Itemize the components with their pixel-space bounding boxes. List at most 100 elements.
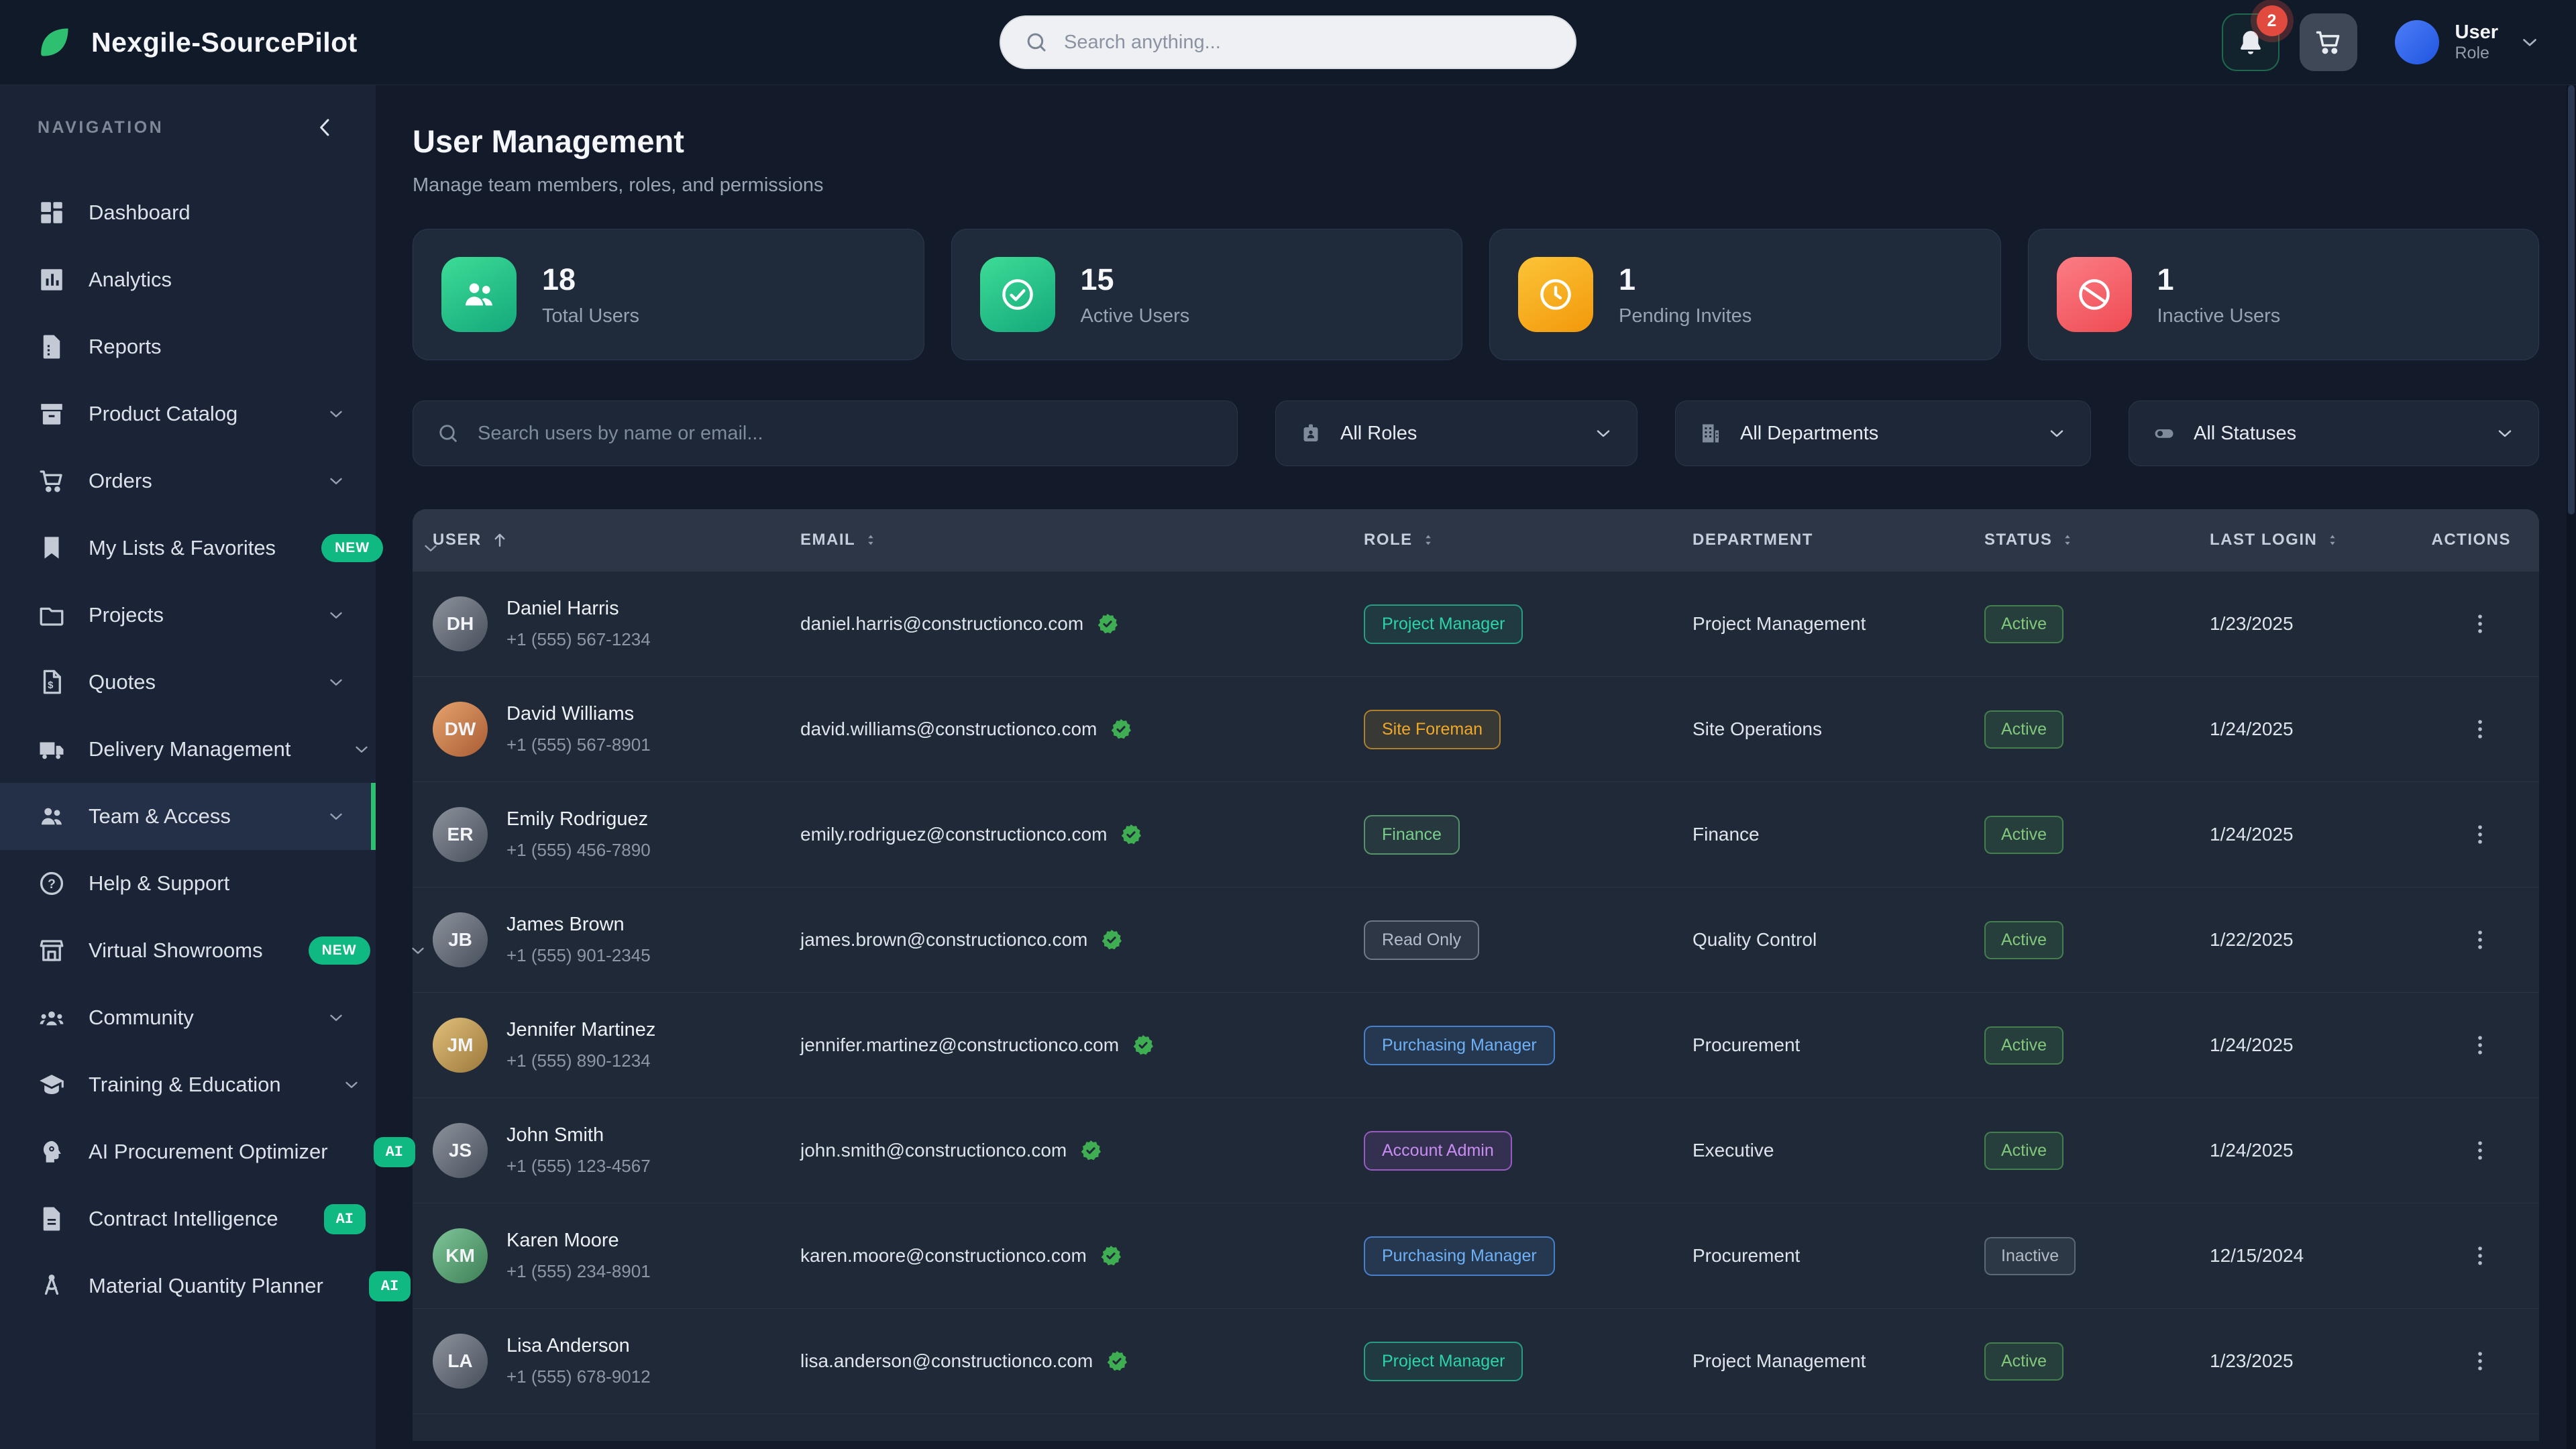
- new-badge: NEW: [321, 534, 384, 562]
- global-search-input[interactable]: [1064, 31, 1552, 54]
- ai-badge: AI: [373, 1136, 416, 1167]
- status-badge: Active: [1984, 815, 2064, 854]
- cart-button[interactable]: [2299, 13, 2357, 71]
- sidebar-item-product-catalog[interactable]: Product Catalog: [0, 380, 376, 447]
- user-email: karen.moore@constructionco.com: [800, 1245, 1087, 1266]
- chevron-down-icon: [326, 471, 346, 491]
- sidebar-item-ai-procurement-optimizer[interactable]: AI Procurement Optimizer AI: [0, 1118, 416, 1185]
- stat-label: Inactive Users: [2157, 305, 2281, 327]
- table-header: USER EMAIL ROLE DEPARTMENT STATUS LAST LOGIN A…: [413, 509, 2539, 571]
- table-row: ER Emily Rodriguez +1 (555) 456-7890 emi…: [413, 782, 2539, 887]
- stat-card-active-users: 15 Active Users: [951, 229, 1462, 360]
- user-name: Jennifer Martinez: [506, 1019, 656, 1040]
- row-actions-button[interactable]: [2467, 1032, 2493, 1059]
- column-header-role[interactable]: ROLE: [1364, 530, 1693, 550]
- material-planner-icon: [38, 1272, 66, 1300]
- row-actions-button[interactable]: [2467, 716, 2493, 743]
- showrooms-icon: [38, 936, 66, 965]
- sidebar-item-label: Product Catalog: [89, 402, 238, 425]
- column-header-email[interactable]: EMAIL: [800, 530, 1364, 550]
- row-actions-button[interactable]: [2467, 926, 2493, 953]
- row-actions-button[interactable]: [2467, 821, 2493, 848]
- leaf-logo-icon: [35, 23, 74, 62]
- table-row-partial: [413, 1413, 2539, 1441]
- column-header-department: DEPARTMENT: [1693, 531, 1984, 549]
- sidebar-item-analytics[interactable]: Analytics: [0, 246, 376, 313]
- sidebar-item-virtual-showrooms[interactable]: Virtual Showrooms NEW: [0, 917, 424, 984]
- sidebar-item-label: Community: [89, 1006, 194, 1029]
- user-email: emily.rodriguez@constructionco.com: [800, 824, 1108, 845]
- roles-filter[interactable]: All Roles: [1275, 400, 1638, 466]
- sidebar-item-training-education[interactable]: Training & Education: [0, 1051, 376, 1118]
- user-cell: KM Karen Moore +1 (555) 234-8901: [413, 1228, 800, 1283]
- user-search-input[interactable]: [478, 422, 1214, 445]
- sidebar-item-my-lists-favorites[interactable]: My Lists & Favorites NEW: [0, 515, 437, 582]
- quotes-icon: $: [38, 668, 66, 696]
- row-actions-button[interactable]: [2467, 1348, 2493, 1375]
- user-name: David Williams: [506, 703, 635, 724]
- sidebar-item-reports[interactable]: Reports: [0, 313, 376, 380]
- user-name: Lisa Anderson: [506, 1335, 630, 1356]
- users-table: USER EMAIL ROLE DEPARTMENT STATUS LAST LOGIN A…: [413, 509, 2539, 1441]
- ai-optimizer-icon: [38, 1138, 66, 1166]
- user-email: lisa.anderson@constructionco.com: [800, 1350, 1093, 1371]
- department-cell: Project Management: [1693, 1350, 1866, 1371]
- email-cell: david.williams@constructionco.com: [800, 717, 1364, 741]
- statuses-filter[interactable]: All Statuses: [2129, 400, 2539, 466]
- user-search[interactable]: [413, 400, 1238, 466]
- avatar: DH: [433, 596, 488, 651]
- sidebar-item-label: My Lists & Favorites: [89, 536, 276, 559]
- column-header-status[interactable]: STATUS: [1984, 530, 2210, 550]
- role-badge: Site Foreman: [1364, 709, 1501, 749]
- role-badge: Project Manager: [1364, 1341, 1523, 1381]
- sidebar-collapse-button[interactable]: [313, 115, 338, 140]
- row-actions-button[interactable]: [2467, 1137, 2493, 1164]
- profile-menu[interactable]: User Role: [2394, 20, 2542, 64]
- avatar: JB: [433, 912, 488, 967]
- sidebar-item-help-support[interactable]: ? Help & Support: [0, 850, 376, 917]
- last-login-cell: 1/24/2025: [2210, 1034, 2294, 1055]
- row-actions-button[interactable]: [2467, 1242, 2493, 1269]
- ai-badge: AI: [323, 1203, 366, 1234]
- profile-role: Role: [2455, 44, 2489, 63]
- sidebar-item-label: Virtual Showrooms: [89, 938, 263, 962]
- column-label: ACTIONS: [2431, 531, 2511, 549]
- avatar: LA: [433, 1334, 488, 1389]
- sidebar-item-quotes[interactable]: $ Quotes: [0, 649, 376, 716]
- global-search[interactable]: [1000, 15, 1576, 69]
- projects-icon: [38, 601, 66, 629]
- notifications-button[interactable]: 2: [2221, 5, 2288, 71]
- role-cell: Finance: [1364, 814, 1693, 855]
- sidebar-item-team-access[interactable]: Team & Access: [0, 783, 376, 850]
- column-header-last-login[interactable]: LAST LOGIN: [2210, 530, 2422, 550]
- check-circle-icon: [979, 257, 1055, 332]
- column-header-actions: ACTIONS: [2422, 531, 2539, 549]
- sidebar-item-projects[interactable]: Projects: [0, 582, 376, 649]
- stats-row: 18 Total Users 15 Active Users 1 Pending Invi…: [413, 229, 2539, 360]
- sidebar-item-orders[interactable]: Orders: [0, 447, 376, 515]
- svg-text:?: ?: [48, 877, 56, 892]
- sidebar-item-contract-intelligence[interactable]: Contract Intelligence AI: [0, 1185, 376, 1252]
- main-content: User Management Manage team members, rol…: [376, 85, 2576, 1449]
- sidebar-item-delivery-management[interactable]: Delivery Management: [0, 716, 376, 783]
- departments-filter[interactable]: All Departments: [1675, 400, 2091, 466]
- sidebar-item-community[interactable]: Community: [0, 984, 376, 1051]
- search-icon: [1024, 30, 1049, 55]
- top-bar: Nexgile-SourcePilot 2 User Role: [0, 0, 2576, 85]
- last-login-cell: 1/24/2025: [2210, 718, 2294, 739]
- sidebar-item-label: AI Procurement Optimizer: [89, 1140, 328, 1163]
- sidebar-item-dashboard[interactable]: Dashboard: [0, 179, 376, 246]
- scrollbar-thumb[interactable]: [2568, 85, 2575, 515]
- user-name: Emily Rodriguez: [506, 808, 649, 830]
- page-scrollbar[interactable]: [2567, 85, 2576, 1449]
- help-icon: ?: [38, 869, 66, 898]
- user-cell: LA Lisa Anderson +1 (555) 678-9012: [413, 1334, 800, 1389]
- users-icon: [441, 257, 517, 332]
- status-cell: Active: [1984, 710, 2210, 749]
- column-header-user[interactable]: USER: [413, 530, 800, 550]
- role-cell: Project Manager: [1364, 1341, 1693, 1381]
- email-cell: james.brown@constructionco.com: [800, 928, 1364, 952]
- lists-favorites-icon: [38, 534, 66, 562]
- sidebar-item-material-quantity-planner[interactable]: Material Quantity Planner AI: [0, 1252, 411, 1320]
- row-actions-button[interactable]: [2467, 610, 2493, 637]
